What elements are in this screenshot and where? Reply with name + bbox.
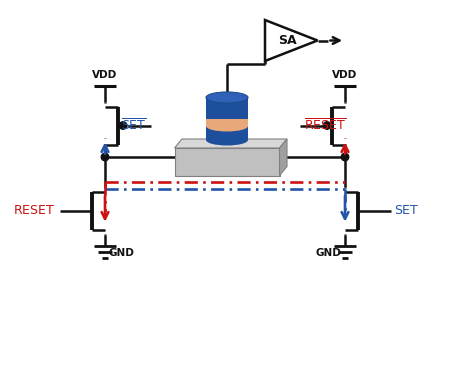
Circle shape	[101, 153, 109, 161]
Text: VDD: VDD	[92, 71, 118, 81]
Bar	[206, 98, 248, 120]
Text: GND: GND	[109, 248, 134, 258]
Bar	[206, 98, 248, 140]
Text: $\mathsf{RESET}$: $\mathsf{RESET}$	[13, 204, 55, 217]
Circle shape	[119, 122, 127, 129]
Polygon shape	[174, 139, 287, 148]
Circle shape	[323, 122, 331, 129]
Ellipse shape	[206, 134, 248, 145]
Ellipse shape	[206, 109, 248, 120]
Text: GND: GND	[316, 248, 341, 258]
Polygon shape	[280, 139, 287, 176]
Circle shape	[341, 153, 349, 161]
Bar	[206, 114, 248, 126]
Text: $\overline{\mathsf{RESET}}$: $\overline{\mathsf{RESET}}$	[304, 118, 345, 133]
Ellipse shape	[206, 92, 248, 103]
Polygon shape	[265, 20, 317, 61]
Text: $\mathsf{SET}$: $\mathsf{SET}$	[395, 204, 420, 217]
Text: VDD: VDD	[332, 71, 358, 81]
Ellipse shape	[206, 120, 248, 131]
Text: $\overline{\mathsf{SET}}$: $\overline{\mathsf{SET}}$	[121, 118, 147, 133]
Bar	[174, 148, 280, 176]
Text: SA: SA	[278, 34, 296, 47]
